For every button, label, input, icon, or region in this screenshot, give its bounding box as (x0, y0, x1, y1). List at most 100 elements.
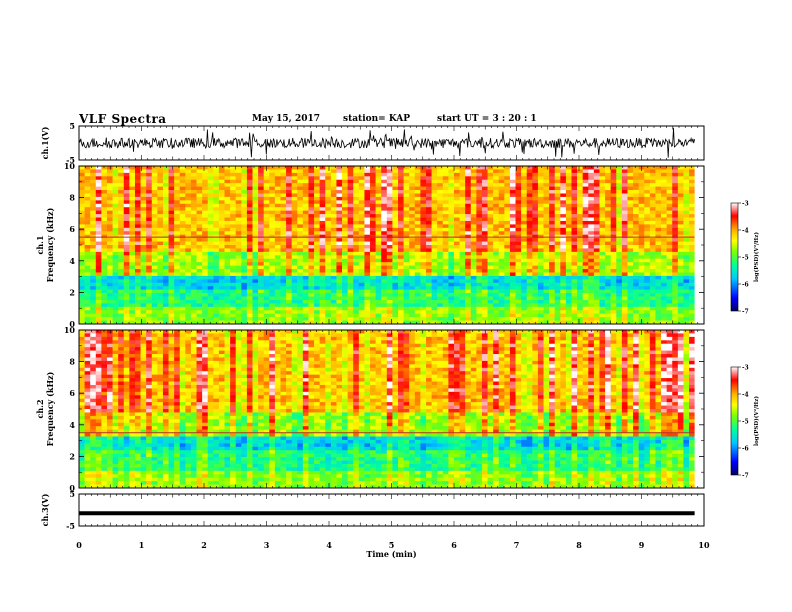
spectrogram-cell (79, 245, 85, 249)
spectrogram-cell (621, 172, 628, 177)
spectrogram-cell (185, 255, 192, 260)
spectrogram-cell (207, 227, 214, 232)
spectrogram-cell (470, 286, 477, 290)
spectrogram-cell (230, 275, 237, 280)
spectrogram-cell (431, 241, 438, 246)
spectrogram-cell (621, 258, 628, 263)
spectrogram-cell (437, 220, 444, 225)
spectrogram-cell (386, 241, 393, 246)
spectrogram-cell (218, 269, 225, 273)
spectrogram-cell (431, 303, 438, 308)
spectrogram-cell (330, 258, 337, 263)
spectrogram-cell (644, 186, 651, 191)
spectrogram-cell (633, 183, 639, 187)
spectrogram-cell (481, 306, 488, 311)
spectrogram-cell (174, 286, 181, 290)
spectrogram-cell (129, 251, 136, 256)
spectrogram-cell (655, 169, 662, 174)
spectrogram-cell (459, 220, 466, 225)
spectrogram-cell (487, 227, 494, 232)
spectrogram-cell (274, 172, 281, 177)
spectrogram-cell (280, 286, 287, 290)
spectrogram-cell (605, 217, 611, 222)
spectrogram-cell (196, 296, 203, 301)
spectrogram-cell (504, 265, 511, 270)
spectrogram-cell (151, 310, 158, 314)
spectrogram-cell (672, 306, 679, 311)
spectrogram-cell (118, 224, 125, 229)
spectrogram-cell (403, 169, 410, 174)
spectrogram-cell (336, 306, 343, 311)
spectrogram-cell (246, 303, 253, 308)
spectrogram-cell (644, 248, 651, 253)
spectrogram-cell (453, 306, 460, 311)
spectrogram-cell (672, 251, 679, 256)
spectrogram-cell (140, 203, 147, 208)
spectrogram-cell (146, 317, 153, 321)
spectrogram-cell (459, 227, 466, 232)
spectrogram-cell (571, 313, 578, 318)
spectrogram-cell (465, 303, 472, 308)
spectrogram-cell (370, 217, 376, 222)
spectrogram-cell (202, 220, 209, 225)
spectrogram-cell (196, 248, 203, 253)
spectrogram-cell (398, 217, 404, 222)
spectrogram-cell (252, 306, 259, 311)
spectrogram-cell (134, 293, 141, 297)
spectrogram-cell (649, 241, 656, 246)
spectrogram-cell (90, 272, 97, 277)
spectrogram-cell (577, 255, 583, 260)
spectrogram-cell (677, 172, 684, 177)
spectrogram-cell (134, 262, 141, 266)
spectrogram-cell (364, 289, 371, 294)
spectrogram-cell (689, 313, 695, 318)
spectrogram-cell (269, 303, 276, 308)
spectrogram-cell (672, 269, 679, 273)
spectrogram-cell (302, 248, 309, 253)
spectrogram-cell (392, 251, 399, 256)
spectrogram-cell (409, 220, 416, 225)
spectrogram-cell (683, 217, 690, 222)
spectrogram-cell (409, 275, 416, 280)
spectrogram-cell (140, 286, 147, 290)
spectrogram-cell (325, 220, 332, 225)
spectrogram-cell (190, 210, 197, 215)
spectrogram-cell (213, 224, 220, 229)
spectrogram-cell (370, 282, 376, 287)
spectrogram-cell (179, 289, 186, 294)
spectrogram-cell (420, 196, 427, 201)
spectrogram-cell (101, 217, 108, 222)
spectrogram-cell (420, 200, 427, 205)
spectrogram-cell (314, 166, 320, 170)
spectrogram-cell (190, 303, 197, 308)
spectrogram-cell (476, 289, 483, 294)
spectrogram-cell (420, 227, 427, 232)
spectrogram-cell (162, 196, 169, 201)
spectrogram-cell (157, 269, 164, 273)
spectrogram-cell (174, 282, 181, 287)
spectrogram-cell (465, 258, 472, 263)
spectrogram-cell (230, 279, 237, 284)
spectrogram-cell (123, 186, 130, 191)
spectrogram-cell (498, 193, 505, 198)
spectrogram-cell (134, 183, 141, 187)
spectrogram-cell (213, 190, 220, 194)
spectrogram-cell (549, 262, 556, 266)
spectrogram-cell (347, 299, 354, 304)
spectrogram-cell (314, 176, 320, 181)
spectrogram-cell (319, 207, 326, 211)
spectrogram-cell (543, 231, 550, 235)
spectrogram-cell (661, 234, 667, 239)
spectrogram-cell (677, 217, 684, 222)
spectrogram-cell (453, 279, 460, 284)
spectrogram-cell (677, 289, 684, 294)
spectrogram-cell (179, 303, 186, 308)
spectrogram-cell (431, 286, 438, 290)
spectrogram-cell (593, 227, 600, 232)
spectrogram-cell (638, 289, 645, 294)
spectrogram-cell (638, 214, 645, 218)
spectrogram-cell (179, 179, 186, 184)
spectrogram-cell (577, 166, 583, 170)
spectrogram-cell (465, 313, 472, 318)
spectrogram-cell (241, 190, 248, 194)
